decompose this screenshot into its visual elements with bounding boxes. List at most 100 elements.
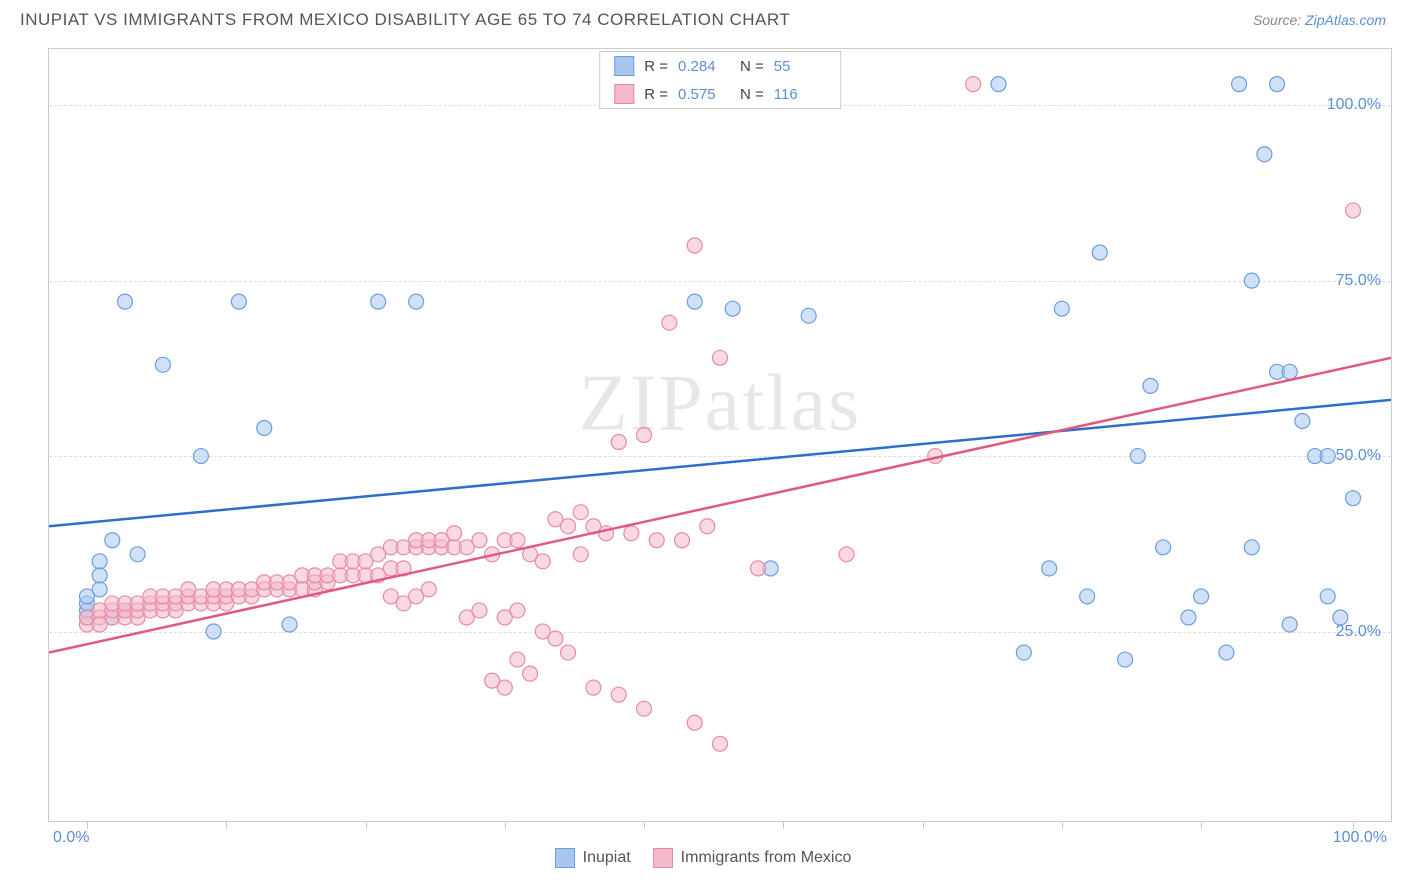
data-point bbox=[649, 533, 664, 548]
x-tick bbox=[505, 821, 506, 829]
data-point bbox=[1346, 491, 1361, 506]
legend-r-label: R = bbox=[644, 86, 668, 103]
data-point bbox=[231, 294, 246, 309]
data-point bbox=[1219, 645, 1234, 660]
data-point bbox=[713, 736, 728, 751]
data-point bbox=[1282, 364, 1297, 379]
data-point bbox=[497, 680, 512, 695]
data-point bbox=[92, 568, 107, 583]
x-tick bbox=[1201, 821, 1202, 829]
scatter-plot: ZIPatlas R =0.284N =55R =0.575N =116 25.… bbox=[48, 48, 1392, 822]
data-point bbox=[447, 526, 462, 541]
data-point bbox=[1282, 617, 1297, 632]
chart-title: INUPIAT VS IMMIGRANTS FROM MEXICO DISABI… bbox=[20, 10, 790, 30]
legend-item: Immigrants from Mexico bbox=[653, 848, 852, 868]
data-point bbox=[637, 428, 652, 443]
data-point bbox=[1257, 147, 1272, 162]
data-point bbox=[966, 77, 981, 92]
series-name: Inupiat bbox=[583, 849, 631, 867]
x-tick bbox=[923, 821, 924, 829]
data-point bbox=[1092, 245, 1107, 260]
data-point bbox=[282, 617, 297, 632]
data-point bbox=[523, 666, 538, 681]
data-point bbox=[510, 533, 525, 548]
data-point bbox=[409, 294, 424, 309]
series-legend: Inupiat Immigrants from Mexico bbox=[0, 848, 1406, 868]
data-point bbox=[675, 533, 690, 548]
legend-swatch bbox=[614, 84, 634, 104]
data-point bbox=[991, 77, 1006, 92]
trend-line bbox=[49, 358, 1391, 653]
data-point bbox=[1156, 540, 1171, 555]
data-point bbox=[1333, 610, 1348, 625]
data-point bbox=[1181, 610, 1196, 625]
legend-row: R =0.575N =116 bbox=[600, 80, 840, 108]
data-point bbox=[1194, 589, 1209, 604]
legend-n-value: 116 bbox=[774, 86, 826, 103]
x-tick-label-right: 100.0% bbox=[1333, 829, 1387, 847]
legend-row: R =0.284N =55 bbox=[600, 52, 840, 80]
data-point bbox=[193, 449, 208, 464]
source-link[interactable]: ZipAtlas.com bbox=[1305, 12, 1386, 28]
legend-swatch bbox=[614, 56, 634, 76]
data-point bbox=[1295, 413, 1310, 428]
data-point bbox=[510, 603, 525, 618]
data-point bbox=[801, 308, 816, 323]
data-point bbox=[713, 350, 728, 365]
x-tick bbox=[366, 821, 367, 829]
data-point bbox=[535, 554, 550, 569]
source-credit: Source: ZipAtlas.com bbox=[1253, 12, 1386, 28]
data-point bbox=[1346, 203, 1361, 218]
legend-swatch bbox=[555, 848, 575, 868]
data-point bbox=[421, 582, 436, 597]
data-point bbox=[1118, 652, 1133, 667]
x-tick-label-left: 0.0% bbox=[53, 829, 89, 847]
data-point bbox=[561, 519, 576, 534]
x-tick bbox=[644, 821, 645, 829]
data-point bbox=[472, 533, 487, 548]
data-point bbox=[561, 645, 576, 660]
data-point bbox=[687, 238, 702, 253]
data-point bbox=[548, 631, 563, 646]
data-point bbox=[624, 526, 639, 541]
data-point bbox=[1270, 77, 1285, 92]
data-point bbox=[257, 420, 272, 435]
data-point bbox=[662, 315, 677, 330]
correlation-legend: R =0.284N =55R =0.575N =116 bbox=[599, 51, 841, 109]
data-point bbox=[687, 715, 702, 730]
data-point bbox=[155, 357, 170, 372]
data-point bbox=[637, 701, 652, 716]
data-point bbox=[586, 680, 601, 695]
data-point bbox=[573, 505, 588, 520]
data-point bbox=[92, 582, 107, 597]
data-point bbox=[1042, 561, 1057, 576]
legend-n-value: 55 bbox=[774, 58, 826, 75]
data-point bbox=[1320, 449, 1335, 464]
data-point bbox=[1320, 589, 1335, 604]
x-tick bbox=[87, 821, 88, 829]
series-name: Immigrants from Mexico bbox=[681, 849, 852, 867]
legend-swatch bbox=[653, 848, 673, 868]
x-tick bbox=[226, 821, 227, 829]
legend-r-value: 0.284 bbox=[678, 58, 730, 75]
x-tick bbox=[1353, 821, 1354, 829]
data-point bbox=[611, 435, 626, 450]
legend-r-value: 0.575 bbox=[678, 86, 730, 103]
data-point bbox=[1016, 645, 1031, 660]
data-point bbox=[371, 294, 386, 309]
data-point bbox=[130, 547, 145, 562]
data-point bbox=[573, 547, 588, 562]
data-point bbox=[1130, 449, 1145, 464]
data-point bbox=[1244, 540, 1259, 555]
data-point bbox=[750, 561, 765, 576]
data-point bbox=[839, 547, 854, 562]
data-point bbox=[1054, 301, 1069, 316]
data-point bbox=[105, 533, 120, 548]
data-point bbox=[1080, 589, 1095, 604]
data-point bbox=[725, 301, 740, 316]
data-point bbox=[92, 554, 107, 569]
data-point bbox=[117, 294, 132, 309]
data-point bbox=[687, 294, 702, 309]
data-point bbox=[1232, 77, 1247, 92]
x-tick bbox=[1062, 821, 1063, 829]
